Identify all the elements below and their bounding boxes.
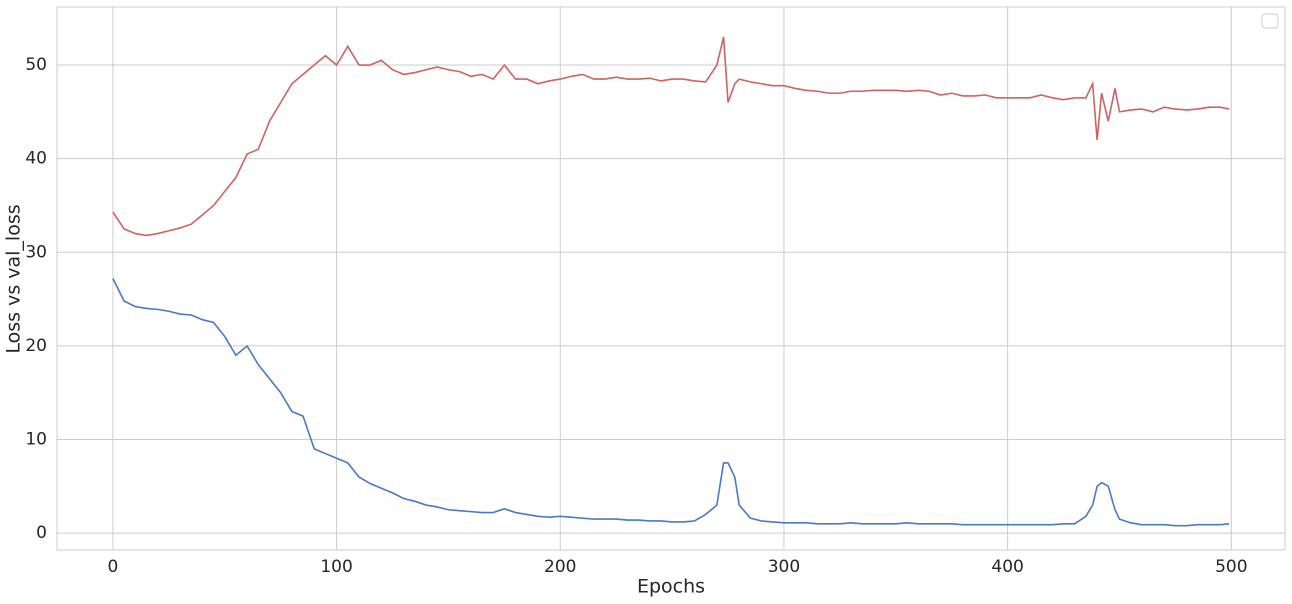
y-tick-label: 50: [25, 55, 47, 75]
x-axis-label: Epochs: [637, 576, 705, 598]
x-tick-label: 500: [1215, 557, 1247, 577]
x-tick-label: 400: [991, 557, 1023, 577]
series-line: [112, 278, 1230, 527]
legend-box: [1261, 13, 1279, 29]
series-line: [112, 36, 1230, 237]
y-tick-label: 40: [25, 149, 47, 169]
y-tick-label: 20: [25, 336, 47, 356]
y-axis-label: Loss vs val_loss: [3, 204, 25, 353]
x-tick-label: 300: [768, 557, 800, 577]
plot-area: [56, 6, 1286, 551]
y-tick-label: 10: [25, 430, 47, 450]
x-tick-label: 0: [108, 557, 119, 577]
y-tick-label: 0: [36, 523, 47, 543]
x-tick-label: 100: [320, 557, 352, 577]
y-tick-label: 30: [25, 242, 47, 262]
x-tick-label: 200: [544, 557, 576, 577]
